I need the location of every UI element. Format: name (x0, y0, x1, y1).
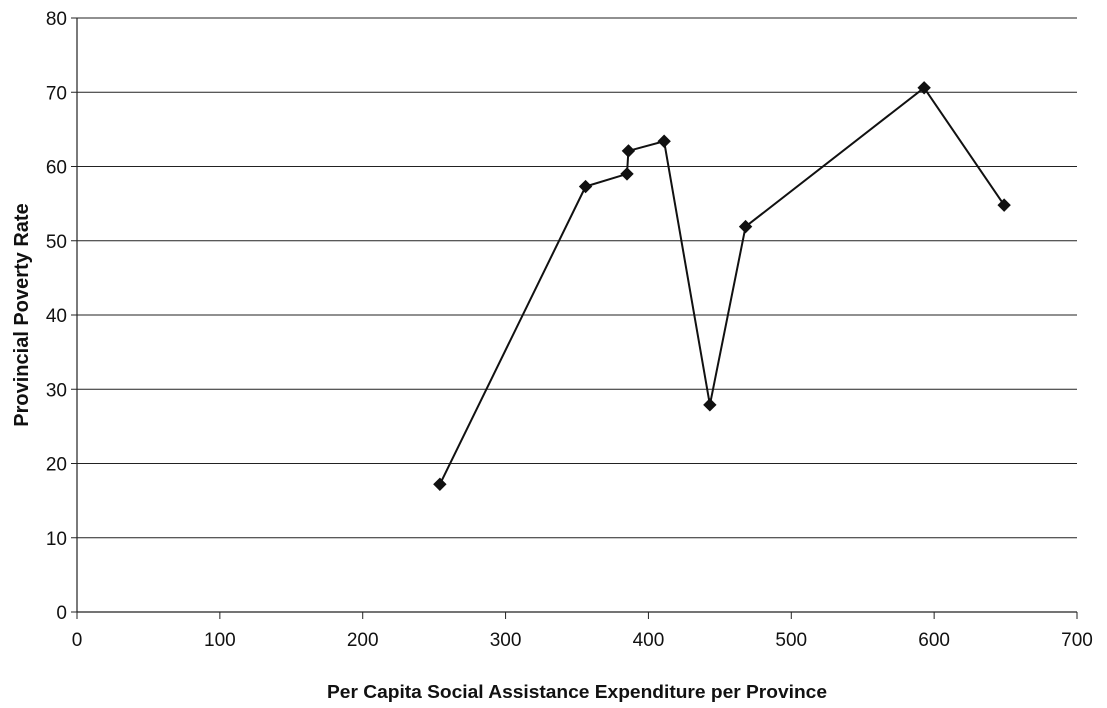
y-tick-label: 10 (46, 529, 67, 550)
y-tick-labels: 0 10 20 30 40 50 60 70 80 (46, 9, 67, 624)
x-tick-labels: 0 100 200 300 400 500 600 700 (72, 630, 1093, 651)
y-tick-label: 20 (46, 455, 67, 476)
y-tick-label: 40 (46, 306, 67, 327)
y-axis-title: Provincial Poverty Rate (11, 203, 33, 426)
x-axis-title: Per Capita Social Assistance Expenditure… (327, 682, 827, 702)
y-tick-label: 50 (46, 232, 67, 253)
data-point (738, 219, 753, 234)
data-point (578, 179, 593, 194)
gridlines (77, 17, 1077, 539)
axes (71, 17, 1078, 619)
y-tick-label: 0 (56, 603, 67, 624)
x-tick-label: 600 (918, 630, 950, 651)
x-tick-label: 700 (1061, 630, 1093, 651)
data-point (621, 144, 636, 158)
data-point (657, 134, 671, 148)
series (433, 81, 1011, 491)
data-point (997, 198, 1011, 212)
x-tick-label: 100 (204, 630, 236, 651)
x-tick-label: 500 (775, 630, 807, 651)
y-tick-label: 30 (46, 380, 67, 401)
x-tick-label: 300 (490, 630, 522, 651)
y-tick-label: 60 (46, 158, 67, 179)
series-line (439, 86, 1005, 485)
x-tick-label: 0 (72, 630, 83, 651)
x-tick-label: 200 (347, 630, 379, 651)
x-tick-label: 400 (633, 630, 665, 651)
y-tick-label: 80 (46, 9, 67, 30)
data-point (620, 167, 634, 181)
data-point (433, 477, 447, 491)
y-tick-label: 70 (46, 83, 67, 104)
data-point (917, 81, 931, 95)
data-point (703, 398, 717, 412)
